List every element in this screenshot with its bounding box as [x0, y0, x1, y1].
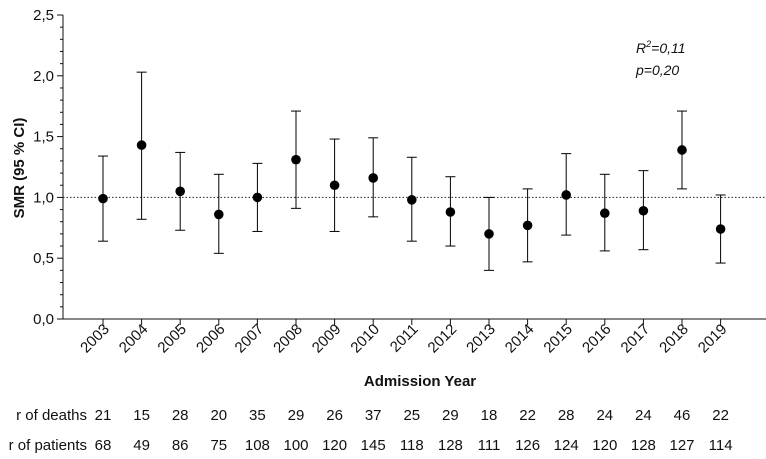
deaths-cell: 22: [712, 407, 729, 424]
deaths-cell: 46: [673, 407, 691, 424]
patients-cell: 120: [322, 437, 348, 454]
deaths-cell: 37: [364, 407, 382, 424]
patients-cell: 128: [437, 437, 463, 454]
patients-cell: 108: [244, 437, 270, 454]
deaths-cell: 28: [171, 407, 189, 424]
patients-cell: 114: [708, 437, 733, 454]
patients-cell: 127: [669, 437, 695, 454]
data-point: [175, 186, 185, 197]
deaths-row-label: r of deaths: [16, 407, 87, 424]
x-tick-label: 2009: [309, 321, 345, 357]
x-tick-label: 2004: [116, 321, 152, 357]
x-tick-label: 2015: [540, 321, 576, 357]
patients-row-label: r of patients: [8, 437, 87, 454]
p-value-annotation: p=0,20: [635, 62, 679, 78]
patients-cell: 68: [94, 437, 112, 454]
x-tick-label: 2005: [154, 321, 190, 357]
deaths-cell: 29: [442, 407, 459, 424]
x-tick-label: 2018: [656, 321, 692, 357]
y-tick-label: 2,5: [33, 7, 54, 24]
data-point: [484, 229, 494, 239]
patients-cell: 126: [515, 437, 541, 454]
patients-cell: 120: [592, 437, 618, 454]
deaths-cell: 26: [326, 407, 343, 424]
smr-chart: 0,00,51,01,52,02,5 2003 2004 2005 2006 2007 2…: [11, 7, 766, 390]
deaths-cell: 29: [287, 407, 305, 424]
deaths-cell: 22: [519, 407, 536, 424]
patients-cell: 86: [171, 437, 189, 454]
y-axis-title: SMR (95 % CI): [11, 118, 28, 219]
r-squared-annotation: R2=0,11: [636, 39, 686, 56]
deaths-cell: 15: [133, 407, 150, 424]
x-tick-label: 2016: [579, 321, 615, 357]
data-point: [715, 224, 726, 234]
data-point: [329, 180, 340, 191]
x-tick-label: 2017: [618, 321, 654, 357]
deaths-cell: 25: [403, 407, 421, 424]
data-point: [136, 140, 147, 150]
x-axis: 2003 2004 2005 2006 2007 2008 2009 2010 2011 2012…: [63, 318, 766, 357]
data-point: [291, 154, 301, 165]
patients-cell: 118: [399, 437, 424, 454]
data-point: [522, 220, 533, 231]
data-point: [445, 207, 456, 217]
deaths-cell: 35: [249, 407, 266, 424]
x-tick-label: 2006: [193, 321, 229, 357]
deaths-row: r of deaths 21 15 28 20 35 29 26 37 25 29 18 22 28 24…: [0, 407, 766, 429]
data-marks: [63, 71, 766, 271]
data-point: [638, 205, 649, 216]
x-tick-label: 2019: [695, 321, 731, 357]
x-tick-label: 2013: [463, 321, 499, 357]
patients-cell: 49: [133, 437, 150, 454]
data-point: [407, 195, 417, 205]
y-tick-label: 1,5: [33, 129, 54, 146]
y-axis: 0,0 0,5 1,0 1,5 2,0 2,5: [33, 7, 64, 328]
patients-cell: 128: [630, 437, 656, 454]
patients-cell: 111: [477, 437, 501, 454]
x-tick-label: 2003: [77, 321, 113, 357]
data-point: [600, 208, 610, 219]
data-point: [677, 145, 687, 155]
data-point: [214, 209, 224, 220]
data-point: [98, 193, 108, 204]
data-point: [252, 192, 263, 203]
x-tick-label: 2011: [387, 321, 422, 356]
x-tick-label: 2012: [425, 321, 461, 357]
x-tick-label: 2008: [270, 321, 306, 357]
data-point: [368, 173, 379, 183]
deaths-cell: 21: [94, 407, 112, 424]
patients-cell: 100: [283, 437, 309, 454]
y-tick-label: 1,0: [33, 189, 54, 206]
x-tick-label: 2014: [502, 321, 538, 357]
x-tick-label: 2007: [232, 321, 268, 357]
data-point: [561, 190, 571, 200]
patients-cell: 124: [553, 437, 579, 454]
patients-cell: 75: [210, 437, 228, 454]
patients-cell: 145: [360, 437, 386, 454]
deaths-cell: 20: [210, 407, 228, 424]
deaths-cell: 24: [596, 407, 614, 424]
y-tick-label: 0,5: [33, 250, 54, 267]
deaths-cell: 24: [635, 407, 652, 424]
y-tick-label: 0,0: [33, 311, 54, 328]
x-tick-label: 2010: [347, 321, 383, 357]
x-axis-title: Admission Year: [364, 373, 476, 390]
y-tick-label: 2,0: [33, 68, 54, 85]
deaths-cell: 28: [557, 407, 575, 424]
patients-row: r of patients 68 49 86 75 108 100 120 145 118 128…: [0, 437, 766, 459]
deaths-cell: 18: [480, 407, 498, 424]
